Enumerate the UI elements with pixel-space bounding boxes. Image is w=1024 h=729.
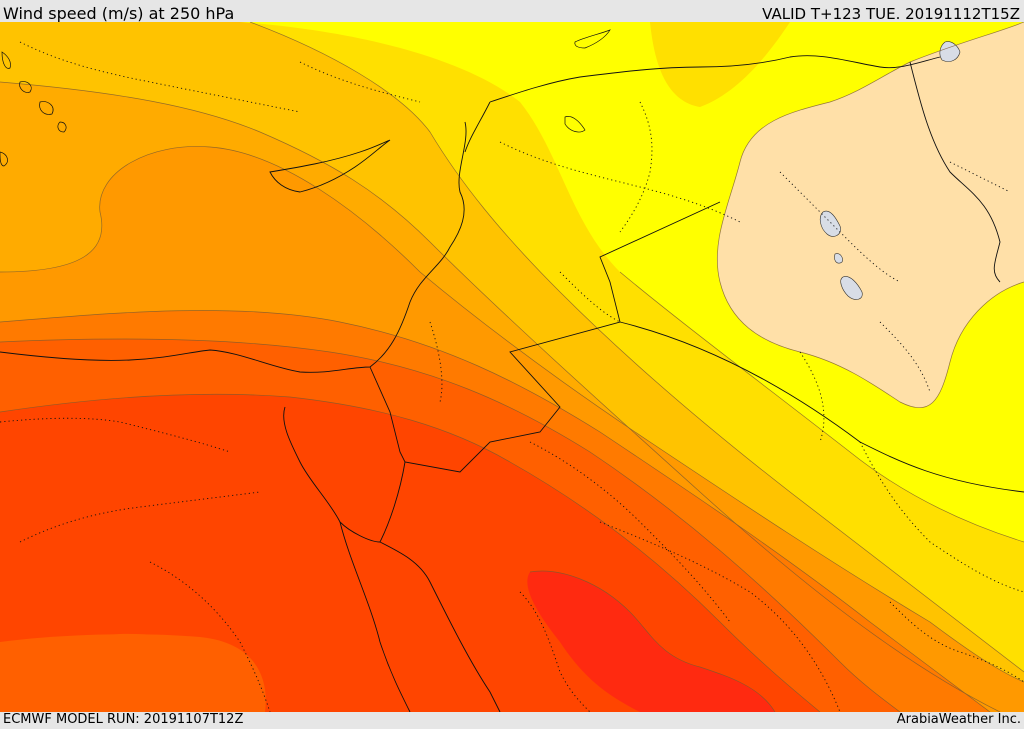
footer-bar: ECMWF MODEL RUN: 20191107T12Z ArabiaWeat… <box>0 712 1024 729</box>
lake-2 <box>840 276 863 300</box>
map-canvas <box>0 22 1024 712</box>
wind-calm-region <box>717 22 1024 408</box>
borders-dotted <box>0 41 1024 712</box>
borders-solid <box>0 55 1024 712</box>
wind-speed-map[interactable] <box>0 22 1024 712</box>
valid-time-label: VALID T+123 TUE. 20191112T15Z <box>762 5 1020 23</box>
model-run-label: ECMWF MODEL RUN: 20191107T12Z <box>3 712 244 727</box>
header-bar: Wind speed (m/s) at 250 hPa VALID T+123 … <box>0 0 1024 23</box>
wind-patch-yellow-north <box>650 22 790 107</box>
wind-jet-core <box>527 571 775 712</box>
map-title: Wind speed (m/s) at 250 hPa <box>3 4 235 23</box>
lake-4 <box>834 253 843 264</box>
lake-3 <box>939 41 961 62</box>
aegean-islands <box>0 29 611 167</box>
contour-lines <box>0 22 1024 712</box>
wind-patch-orange-southwest <box>0 634 266 712</box>
credit-label: ArabiaWeather Inc. <box>896 712 1021 727</box>
